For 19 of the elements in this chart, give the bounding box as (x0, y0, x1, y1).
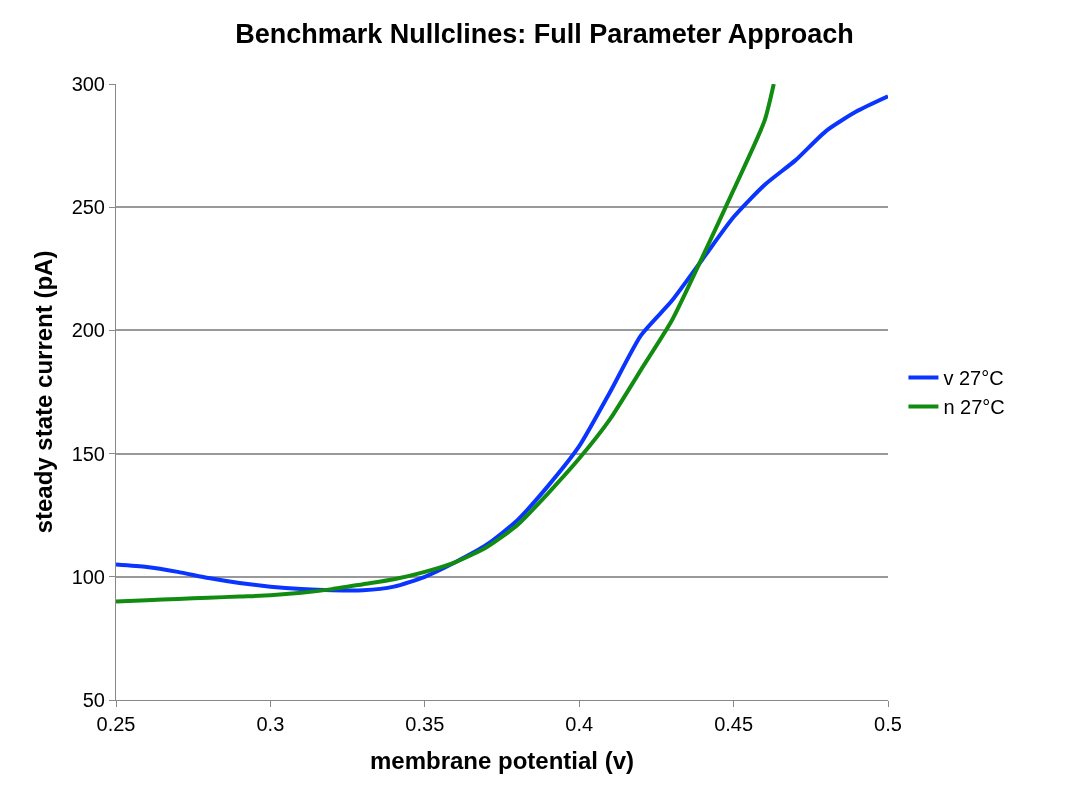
y-tick-label: 100 (71, 565, 105, 588)
y-tick-label: 300 (71, 73, 105, 95)
y-tick-label: 150 (71, 442, 105, 465)
chart-title: Benchmark Nullclines: Full Parameter Approach (235, 18, 854, 49)
x-tick-label: 0.4 (565, 713, 594, 735)
legend-label: v 27°C (943, 367, 1004, 390)
x-tick-label: 0.45 (714, 713, 754, 735)
y-tick-label: 200 (71, 319, 105, 342)
line-series (116, 94, 888, 593)
y-axis-title: steady state current (pA) (29, 250, 57, 534)
x-tick-label: 0.3 (256, 713, 285, 735)
x-axis-title: membrane potential (v) (369, 747, 635, 775)
y-tick-label: 250 (71, 196, 105, 219)
x-tick-label: 0.25 (96, 713, 136, 735)
legend-label: n 27°C (943, 396, 1005, 419)
x-tick-label: 0.5 (874, 713, 902, 735)
x-tick-label: 0.35 (405, 713, 445, 735)
line-series (116, 84, 776, 604)
y-tick-label: 50 (82, 689, 105, 711)
